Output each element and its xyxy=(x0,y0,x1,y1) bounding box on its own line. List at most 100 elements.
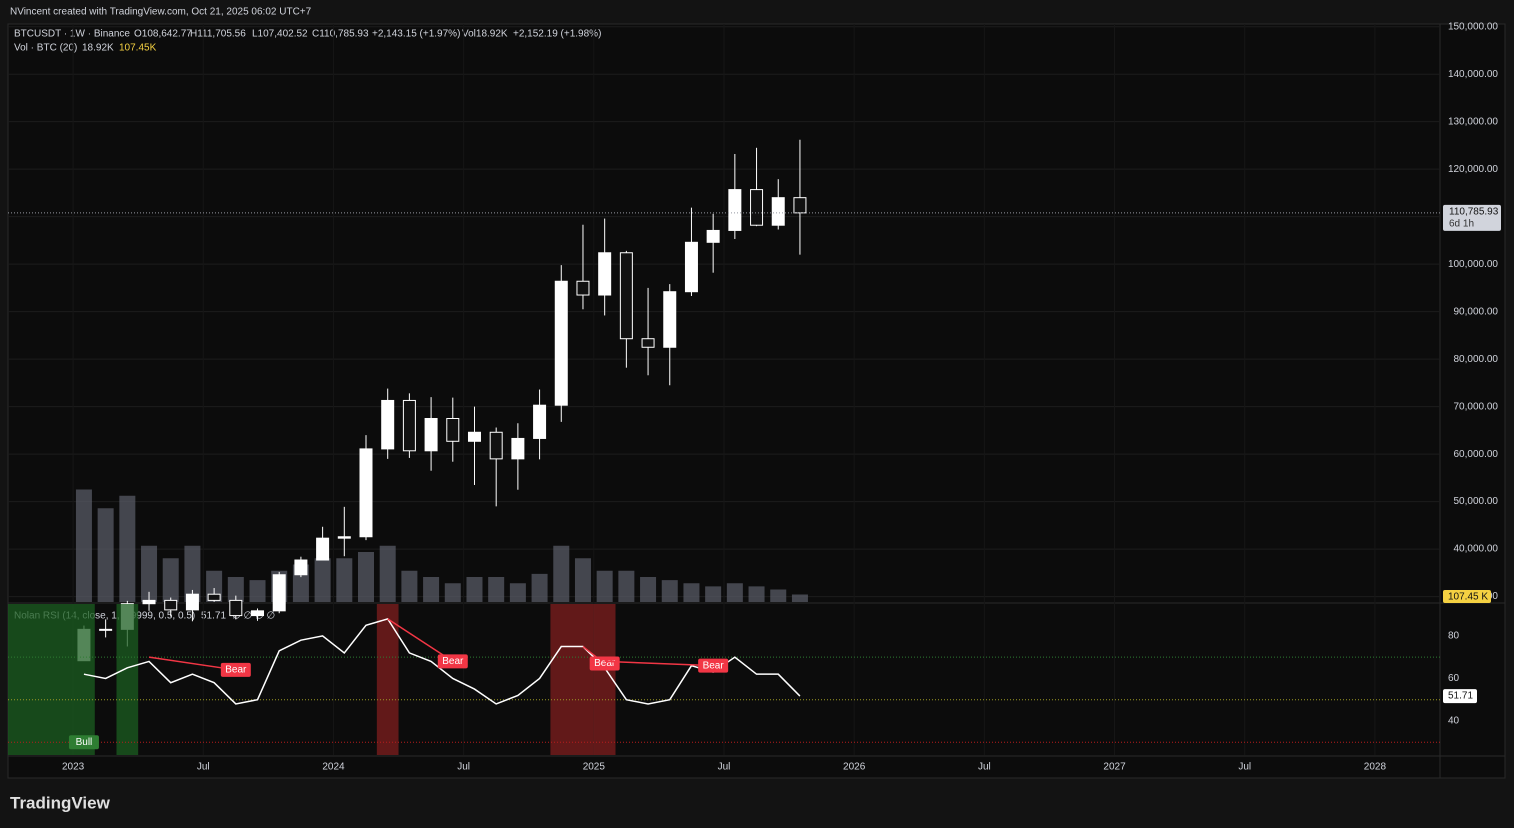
volume-bar xyxy=(770,589,787,602)
signal-label: Bear xyxy=(225,665,247,676)
x-tick-label: 2025 xyxy=(583,762,606,773)
candle-body xyxy=(272,574,286,612)
signal-zone xyxy=(593,604,616,755)
candle-body xyxy=(576,280,590,296)
volume-bar xyxy=(97,508,114,602)
volume-bar xyxy=(726,583,743,602)
x-tick-label: 2024 xyxy=(322,762,345,773)
signal-label: Bear xyxy=(594,658,616,669)
candle-body xyxy=(728,189,742,231)
rsi-legend-value: 51.71 xyxy=(201,611,226,622)
volume-bar xyxy=(509,583,526,602)
candle-body xyxy=(793,197,807,214)
volume-bar xyxy=(423,577,440,602)
candle-body xyxy=(750,189,764,226)
candle-body xyxy=(489,431,503,460)
volume-bar xyxy=(358,552,374,602)
candle-body xyxy=(381,399,395,450)
volume-bar xyxy=(379,545,396,602)
volume-bar xyxy=(466,577,483,602)
signal-badge xyxy=(437,654,468,669)
candle-body xyxy=(185,593,199,611)
legend-close: C110,785.93 xyxy=(312,29,369,40)
divergence-line xyxy=(604,660,714,667)
signal-label: Bull xyxy=(76,737,93,748)
legend-change: +2,143.15 (+1.97%) xyxy=(372,29,460,40)
legend-vol_change: +2,152.19 (+1.98%) xyxy=(513,29,601,40)
volume-bar xyxy=(618,570,635,602)
volume-legend-ma: 107.45K xyxy=(119,43,157,54)
x-tick-label: 2023 xyxy=(62,762,85,773)
last-price-label: 110,785.93 xyxy=(1449,207,1499,218)
volume-bar xyxy=(683,583,700,602)
last-price-box xyxy=(1443,204,1501,231)
candle-body xyxy=(511,437,525,460)
legend-open: O108,642.77 xyxy=(134,29,192,40)
candle-body xyxy=(402,399,416,452)
attribution: NVincent created with TradingView.com, O… xyxy=(10,7,312,18)
candle-body xyxy=(554,280,568,406)
candle-body xyxy=(771,197,785,226)
rsi-value-label: 51.71 xyxy=(1448,691,1473,702)
volume-bar xyxy=(488,577,505,602)
signal-badge xyxy=(589,656,620,671)
candle-body xyxy=(99,628,113,631)
rsi-tick-label: 60 xyxy=(1448,673,1460,684)
y-tick-label: 100,000.00 xyxy=(1448,259,1498,270)
candle-body xyxy=(164,599,178,611)
y-tick-label: 90,000.00 xyxy=(1454,306,1499,317)
rsi-legend-extra: ∅ ∅ ∅ ∅ xyxy=(232,611,275,622)
candle-body xyxy=(142,599,156,605)
candle-body xyxy=(446,417,460,442)
signal-badge xyxy=(68,735,99,750)
volume-bar xyxy=(596,570,613,602)
signal-label: Bear xyxy=(442,656,464,667)
volume-bar xyxy=(705,586,722,602)
candle-body xyxy=(619,252,633,340)
x-tick-label: Jul xyxy=(457,762,470,773)
plot-layer: BTCUSDT · 1W · Binance O108,642.77H111,70… xyxy=(8,21,1501,773)
candle-body xyxy=(684,241,698,293)
volume-bar xyxy=(748,586,765,602)
brand: TradingView xyxy=(10,793,111,812)
legend-high: H111,705.56 xyxy=(190,29,246,40)
x-tick-label: Jul xyxy=(978,762,991,773)
y-tick-label: 70,000.00 xyxy=(1454,401,1499,412)
legend-low: L107,402.52 xyxy=(252,29,308,40)
volume-bar xyxy=(227,577,244,602)
candle-body xyxy=(598,252,612,296)
candle-body xyxy=(641,338,655,348)
y-tick-label: 130,000.00 xyxy=(1448,116,1498,127)
rsi-tick-label: 80 xyxy=(1448,631,1460,642)
signal-zone xyxy=(8,604,95,755)
signal-label: Bear xyxy=(703,660,725,671)
y-tick-label: 40,000.00 xyxy=(1454,544,1499,555)
legend-vol: Vol18.92K xyxy=(462,29,508,40)
candle-body xyxy=(207,593,221,601)
divergence-line xyxy=(387,618,454,663)
signal-zone xyxy=(116,604,139,755)
candle-body xyxy=(229,599,243,617)
volume-bar xyxy=(444,583,461,602)
candle-body xyxy=(294,559,308,576)
volume-bar xyxy=(791,594,808,602)
x-tick-label: 2027 xyxy=(1103,762,1126,773)
y-tick-label: 50,000.00 xyxy=(1454,496,1499,507)
volume-bar xyxy=(314,558,331,602)
y-tick-label: 140,000.00 xyxy=(1448,69,1498,80)
rsi-tick-label: 40 xyxy=(1448,716,1460,727)
signal-badge xyxy=(698,658,729,673)
candle-body xyxy=(251,610,265,617)
y-tick-label: 120,000.00 xyxy=(1448,164,1498,175)
volume-bar xyxy=(531,573,548,602)
y-tick-label: 80,000.00 xyxy=(1454,354,1499,365)
volume-bar xyxy=(162,558,179,602)
signal-zone xyxy=(550,604,594,755)
y-tick-label: 150,000.00 xyxy=(1448,21,1498,32)
x-tick-label: Jul xyxy=(718,762,731,773)
legend-symbol: BTCUSDT · 1W · Binance xyxy=(14,29,130,40)
volume-bar xyxy=(184,545,201,602)
signal-badge xyxy=(220,662,251,677)
candle-body xyxy=(467,431,481,442)
